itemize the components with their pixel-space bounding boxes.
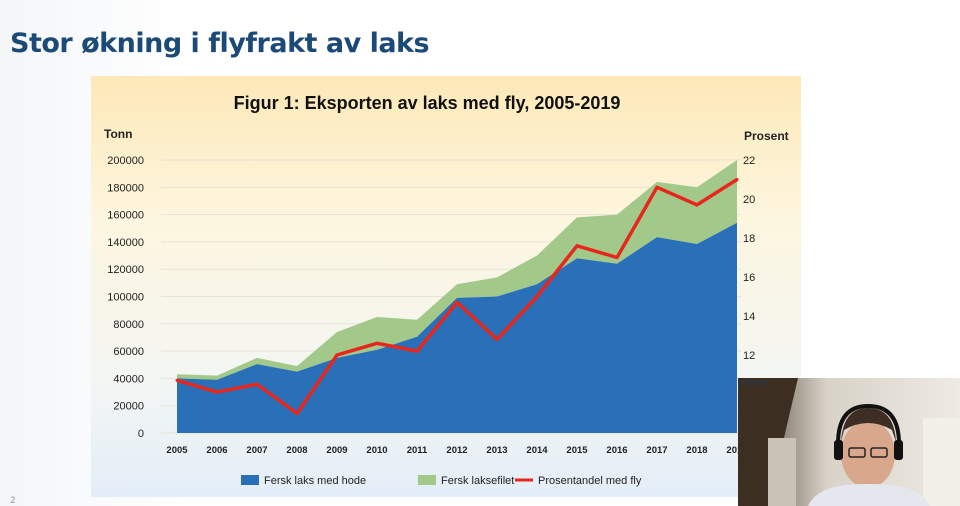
point-prosentandel-med-fly (215, 390, 219, 394)
point-prosentandel-med-fly (335, 353, 339, 357)
y-tick-label: 0 (138, 428, 144, 440)
x-tick-label: 2013 (486, 445, 507, 456)
point-prosentandel-med-fly (175, 378, 179, 382)
legend-label: Fersk laksefilet (441, 475, 514, 487)
x-tick-label: 2012 (446, 445, 467, 456)
webcam-image (738, 378, 960, 506)
y-tick-label: 160000 (107, 210, 144, 222)
point-prosentandel-med-fly (655, 185, 659, 189)
y-tick-label: 140000 (107, 237, 144, 249)
x-tick-label: 2005 (166, 445, 188, 456)
x-tick-label: 2007 (246, 445, 267, 456)
x-tick-label: 2019 (726, 445, 747, 456)
y2-axis-label: Prosent (744, 129, 789, 143)
x-tick-label: 2015 (566, 445, 588, 456)
x-tick-label: 2014 (526, 445, 548, 456)
y2-tick-label: 14 (743, 311, 755, 323)
point-prosentandel-med-fly (255, 382, 259, 386)
y2-tick-label: 22 (743, 155, 755, 167)
point-prosentandel-med-fly (735, 178, 739, 181)
x-tick-label: 2018 (686, 445, 707, 456)
legend-swatch (241, 475, 259, 485)
y-tick-label: 60000 (113, 346, 144, 358)
point-prosentandel-med-fly (495, 337, 499, 341)
point-prosentandel-med-fly (455, 300, 459, 304)
point-prosentandel-med-fly (695, 203, 699, 207)
point-prosentandel-med-fly (615, 256, 619, 259)
point-prosentandel-med-fly (575, 244, 579, 248)
point-prosentandel-med-fly (415, 349, 419, 353)
legend-label: Prosentandel med fly (538, 475, 642, 487)
x-tick-label: 2009 (326, 445, 347, 456)
legend-label: Fersk laks med hode (264, 475, 366, 487)
x-tick-label: 2006 (206, 445, 227, 456)
x-tick-label: 2010 (366, 445, 387, 456)
y-tick-label: 180000 (107, 182, 144, 194)
legend-swatch (418, 475, 436, 485)
point-prosentandel-med-fly (535, 295, 539, 298)
y-tick-label: 200000 (107, 155, 144, 167)
slide-number: 2 (10, 496, 16, 506)
y-tick-label: 20000 (113, 401, 144, 413)
x-tick-label: 2017 (646, 445, 667, 456)
y2-tick-label: 20 (743, 194, 755, 206)
y2-tick-label: 12 (743, 350, 755, 362)
chart-svg: Figur 1: Eksporten av laks med fly, 2005… (104, 93, 789, 487)
x-tick-label: 2016 (606, 445, 627, 456)
chart-panel: Figur 1: Eksporten av laks med fly, 2005… (91, 76, 801, 497)
slide-title: Stor økning i flyfrakt av laks (10, 28, 430, 59)
y-tick-label: 120000 (107, 264, 144, 276)
y2-tick-label: 16 (743, 272, 755, 284)
x-tick-label: 2011 (407, 445, 428, 456)
webcam-controls[interactable] (741, 380, 767, 385)
y-axis-label: Tonn (104, 127, 132, 141)
point-prosentandel-med-fly (375, 341, 379, 345)
point-prosentandel-med-fly (295, 412, 299, 415)
y-tick-label: 80000 (113, 319, 144, 331)
webcam-video[interactable] (738, 378, 960, 506)
y2-tick-label: 18 (743, 233, 755, 245)
y-tick-label: 40000 (113, 373, 144, 385)
x-tick-label: 2008 (286, 445, 307, 456)
chart-title: Figur 1: Eksporten av laks med fly, 2005… (234, 93, 621, 113)
area-fersk-laks-med-hode (177, 222, 737, 433)
y-tick-label: 100000 (107, 292, 144, 304)
